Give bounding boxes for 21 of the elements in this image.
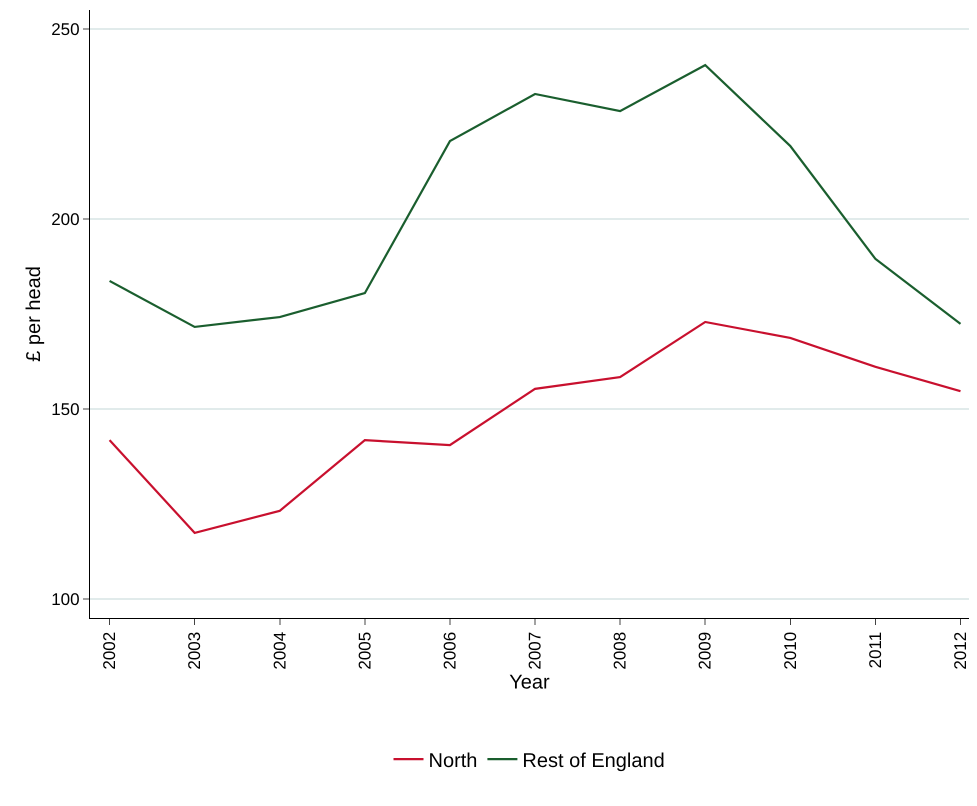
- line-series: [108, 64, 962, 328]
- x-tick-label: 2012: [951, 632, 970, 670]
- y-axis-title: £ per head: [23, 266, 45, 362]
- x-tick-label: 2005: [355, 632, 374, 670]
- legend-label: Rest of England: [522, 750, 665, 772]
- x-tick-label: 2007: [526, 632, 545, 670]
- y-tick-label: 150: [51, 400, 80, 419]
- x-tick-label: 2009: [696, 632, 715, 670]
- legend-label: North: [428, 750, 478, 772]
- x-tick-label: 2006: [440, 632, 460, 670]
- x-tick-label: 2010: [780, 632, 800, 670]
- y-tick-label: 250: [51, 20, 80, 39]
- x-tick-label: 2008: [610, 632, 630, 670]
- x-axis-title: Year: [509, 672, 550, 694]
- x-tick-label: 2011: [866, 632, 885, 668]
- y-tick-label: 100: [51, 590, 80, 609]
- x-tick-label: 2003: [185, 632, 204, 670]
- x-tick-label: 2004: [270, 632, 290, 670]
- x-tick-label: 2002: [100, 632, 120, 670]
- y-tick-label: 200: [51, 210, 80, 229]
- line-series: [108, 320, 962, 534]
